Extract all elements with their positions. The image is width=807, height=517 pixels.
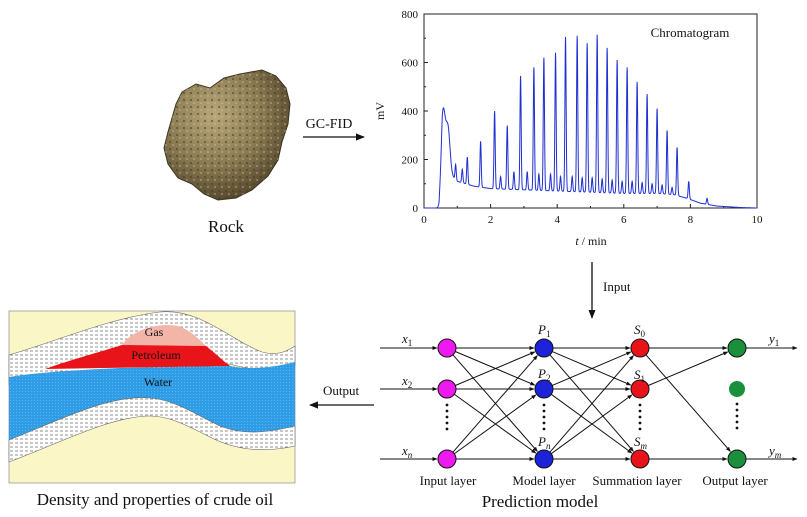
model-var-label: P2 — [537, 366, 550, 383]
output-var-label: ym — [767, 443, 782, 460]
x-tick-label: 4 — [554, 214, 560, 226]
model-ellipsis-dot — [542, 403, 546, 407]
model-node — [534, 449, 554, 469]
layer-label: Summation layer — [592, 473, 682, 488]
xlabel-unit: / min — [579, 234, 607, 248]
output-ellipsis-dot — [735, 414, 739, 418]
input-label: Input — [603, 279, 631, 294]
model-node — [534, 338, 554, 358]
input-var-label: x1 — [401, 331, 412, 348]
summation-ellipsis-dot — [638, 421, 642, 425]
input-var-label: xn — [401, 443, 413, 460]
layer-label: Output layer — [702, 473, 768, 488]
model-summation-edge — [549, 355, 634, 453]
petroleum-label: Petroleum — [131, 348, 181, 362]
summation-output-edge — [648, 351, 729, 386]
x-tick-label: 2 — [488, 214, 494, 226]
input-var-label: x2 — [401, 373, 412, 390]
input-model-edge — [452, 355, 538, 453]
model-summation-edge — [550, 394, 633, 455]
x-tick-label: 6 — [621, 214, 627, 226]
input-node — [437, 338, 457, 358]
reservoir-caption: Density and properties of crude oil — [37, 490, 274, 509]
chromatogram-title: Chromatogram — [651, 25, 730, 40]
network-caption: Prediction model — [482, 492, 599, 511]
water-label: Water — [144, 375, 172, 389]
summation-ellipsis-dot — [638, 403, 642, 407]
model-ellipsis-dot — [542, 415, 546, 419]
rock-image — [163, 69, 291, 201]
xlabel-var: t — [575, 234, 579, 248]
y-tick-label: 600 — [402, 58, 419, 70]
model-ellipsis-dot — [542, 409, 546, 413]
input-ellipsis-dot — [445, 403, 449, 407]
input-ellipsis-dot — [445, 421, 449, 425]
summation-ellipsis-dot — [638, 409, 642, 413]
model-ellipsis-dot — [542, 427, 546, 431]
x-tick-label: 0 — [421, 214, 427, 226]
rock-label: Rock — [208, 217, 244, 236]
chromatogram-ylabel: mV — [373, 102, 387, 120]
input-ellipsis-dot — [445, 427, 449, 431]
water-zone — [9, 362, 295, 440]
output-label: Output — [323, 383, 360, 398]
summation-var-label: Sm — [634, 434, 648, 451]
layer-label: Input layer — [420, 473, 477, 488]
input-model-edge — [455, 351, 536, 386]
summation-var-label: S1 — [634, 367, 645, 384]
output-ellipsis-dot — [735, 402, 739, 406]
prediction-network: x1 x2 xn P1 P2 Pn S0 S1 Sm y1 ym Input layer Model l… — [380, 322, 798, 488]
petroleum-zone — [45, 345, 230, 369]
summation-node — [630, 379, 650, 399]
model-summation-edge — [552, 351, 632, 386]
summation-node — [630, 338, 650, 358]
input-node — [437, 449, 457, 469]
output-ellipsis-dot — [735, 420, 739, 424]
summation-var-label: S0 — [634, 322, 646, 339]
gas-label: Gas — [145, 325, 164, 339]
model-var-label: Pn — [537, 434, 551, 451]
summation-node — [630, 449, 650, 469]
layer-label: Model layer — [512, 473, 576, 488]
x-tick-label: 10 — [752, 214, 764, 226]
summation-ellipsis-dot — [638, 427, 642, 431]
summation-ellipsis-dot — [638, 415, 642, 419]
input-ellipsis-dot — [445, 409, 449, 413]
y-tick-label: 400 — [402, 106, 419, 118]
x-tick-label: 8 — [688, 214, 694, 226]
input-node — [437, 379, 457, 399]
reservoir-diagram: Gas Petroleum Water — [8, 310, 296, 484]
model-var-label: P1 — [537, 322, 550, 339]
output-node-ellipsis — [729, 381, 745, 397]
output-var-label: y1 — [767, 331, 779, 348]
gas-zone — [122, 324, 206, 346]
chromatogram: 0 200 400 600 800 0 2 4 6 8 10 Chromatogram mV t /… — [373, 9, 763, 248]
gcfid-label: GC-FID — [306, 117, 353, 132]
y-tick-label: 200 — [402, 155, 419, 167]
chromatogram-xlabel: t / min — [575, 234, 606, 248]
chromatogram-frame — [423, 13, 758, 209]
model-ellipsis-dot — [542, 421, 546, 425]
output-ellipsis-dot — [735, 408, 739, 412]
summation-output-edge — [645, 354, 731, 452]
chromatogram-trace — [424, 34, 757, 209]
input-model-edge — [454, 394, 537, 455]
lower-rock-band — [8, 397, 296, 463]
y-tick-label: 0 — [413, 203, 419, 215]
model-node — [534, 379, 554, 399]
output-node — [727, 449, 747, 469]
input-ellipsis-dot — [445, 415, 449, 419]
output-ellipsis-dot — [735, 426, 739, 430]
output-node — [727, 338, 747, 358]
y-tick-label: 800 — [402, 9, 419, 21]
